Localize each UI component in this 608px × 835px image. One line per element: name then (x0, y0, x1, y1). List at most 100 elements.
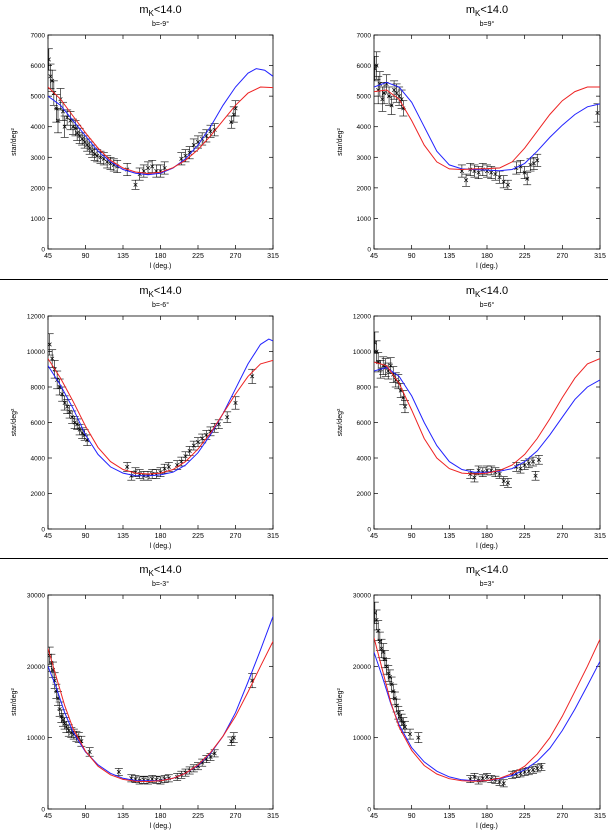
point-marker-b (535, 766, 540, 771)
point-marker-b (489, 170, 494, 175)
x-tick-label: 180 (155, 253, 167, 260)
point-marker-b (374, 63, 379, 68)
x-tick-label: 45 (44, 533, 52, 540)
point-marker-b (518, 771, 523, 776)
data-point (75, 423, 84, 436)
point-marker-b (388, 363, 393, 368)
x-tick-label: 180 (481, 533, 493, 540)
x-tick-label: 225 (192, 533, 204, 540)
point-marker-b (208, 429, 213, 434)
data-point (391, 372, 400, 388)
point-marker-b (70, 415, 75, 420)
x-tick-label: 315 (267, 813, 279, 820)
data-point (389, 683, 398, 699)
point-marker-b (187, 448, 192, 453)
data-point (374, 340, 381, 363)
point-marker-b (200, 436, 205, 441)
point-marker-b (250, 374, 255, 379)
point-marker-b (62, 124, 67, 129)
y-tick-label: 0 (367, 247, 371, 254)
data-point (48, 48, 53, 71)
y-tick-label: 2000 (357, 491, 372, 498)
data-point (399, 717, 408, 730)
model-curve-red (374, 358, 600, 475)
data-point (54, 108, 62, 134)
point-marker-b (233, 400, 238, 406)
x-tick-label: 225 (519, 533, 531, 540)
x-tick-label: 225 (192, 253, 204, 260)
plot-frame (373, 315, 601, 530)
point-marker-b (145, 165, 151, 171)
point-marker-b (397, 714, 402, 719)
x-tick-label: 270 (556, 813, 568, 820)
point-marker-b (233, 106, 238, 111)
chart-title: mK<14.0 (139, 285, 181, 299)
x-tick-label: 225 (519, 813, 531, 820)
data-point (135, 469, 144, 479)
point-marker-b (92, 152, 97, 157)
point-marker-b (480, 776, 485, 781)
plot-frame (47, 34, 274, 250)
data-point (457, 164, 466, 178)
chart-subtitle: b=-9° (152, 20, 169, 28)
data-point (374, 51, 381, 80)
point-marker-b (476, 170, 481, 175)
chart-panel-2: mK<14.0 b=9° 45 90 135 180 225 270 315 0 1000 2000 3… (337, 4, 606, 270)
point-marker-b (52, 678, 57, 683)
model-curve-blue (374, 651, 600, 782)
point-marker-b (125, 464, 130, 469)
point-marker-b (250, 678, 255, 683)
x-tick-label: 270 (230, 813, 242, 820)
x-tick-label: 135 (443, 533, 455, 540)
y-axis-label: star/deg² (337, 688, 344, 716)
point-marker-b (82, 139, 87, 145)
data-point (512, 462, 521, 472)
y-tick-label: 0 (367, 807, 371, 814)
point-marker-b (526, 769, 531, 774)
point-marker-b (225, 415, 230, 420)
data-point (533, 764, 542, 773)
data-point (152, 164, 161, 178)
point-marker-b (154, 168, 159, 174)
y-tick-label: 5000 (357, 94, 372, 101)
data-point (177, 456, 186, 467)
x-tick-label: 135 (117, 253, 129, 260)
data-point (210, 123, 219, 137)
chart-panel-5: mK<14.0 b=-3° 45 90 135 180 225 270 315 0 10000 200… (11, 564, 279, 830)
x-tick-label: 270 (230, 253, 242, 260)
model-curve-red (374, 86, 600, 171)
point-marker-b (133, 182, 138, 187)
model-curve-red (48, 358, 273, 475)
data-point (123, 462, 132, 472)
y-tick-label: 10000 (27, 349, 45, 356)
point-marker-b (59, 714, 64, 719)
y-tick-label: 30000 (27, 593, 45, 600)
point-marker-b (374, 340, 377, 344)
data-point (503, 478, 512, 488)
point-marker-b (162, 165, 167, 171)
chart-title-subscript: K (475, 290, 481, 299)
y-tick-label: 20000 (27, 664, 45, 671)
data-point (156, 164, 165, 178)
point-marker-b (175, 463, 180, 468)
plot-frame (373, 34, 601, 250)
point-marker-b (90, 149, 95, 154)
x-axis-label: l (deg.) (476, 263, 498, 270)
data-point (503, 179, 512, 190)
data-point (531, 471, 540, 481)
point-marker-b (528, 162, 533, 167)
chart-title-main: m (466, 564, 475, 576)
data-point (529, 156, 538, 170)
point-marker-b (187, 150, 192, 155)
point-marker-b (392, 87, 397, 93)
plot-area (48, 333, 273, 481)
y-axis-label: star/deg² (11, 688, 18, 716)
point-marker-b (531, 161, 536, 166)
row-separator-2 (0, 558, 608, 559)
x-tick-label: 135 (117, 533, 129, 540)
point-marker-b (402, 724, 408, 730)
y-tick-label: 2000 (31, 185, 46, 192)
data-point (181, 768, 190, 777)
point-marker-b (505, 182, 510, 187)
point-marker-b (525, 176, 530, 181)
